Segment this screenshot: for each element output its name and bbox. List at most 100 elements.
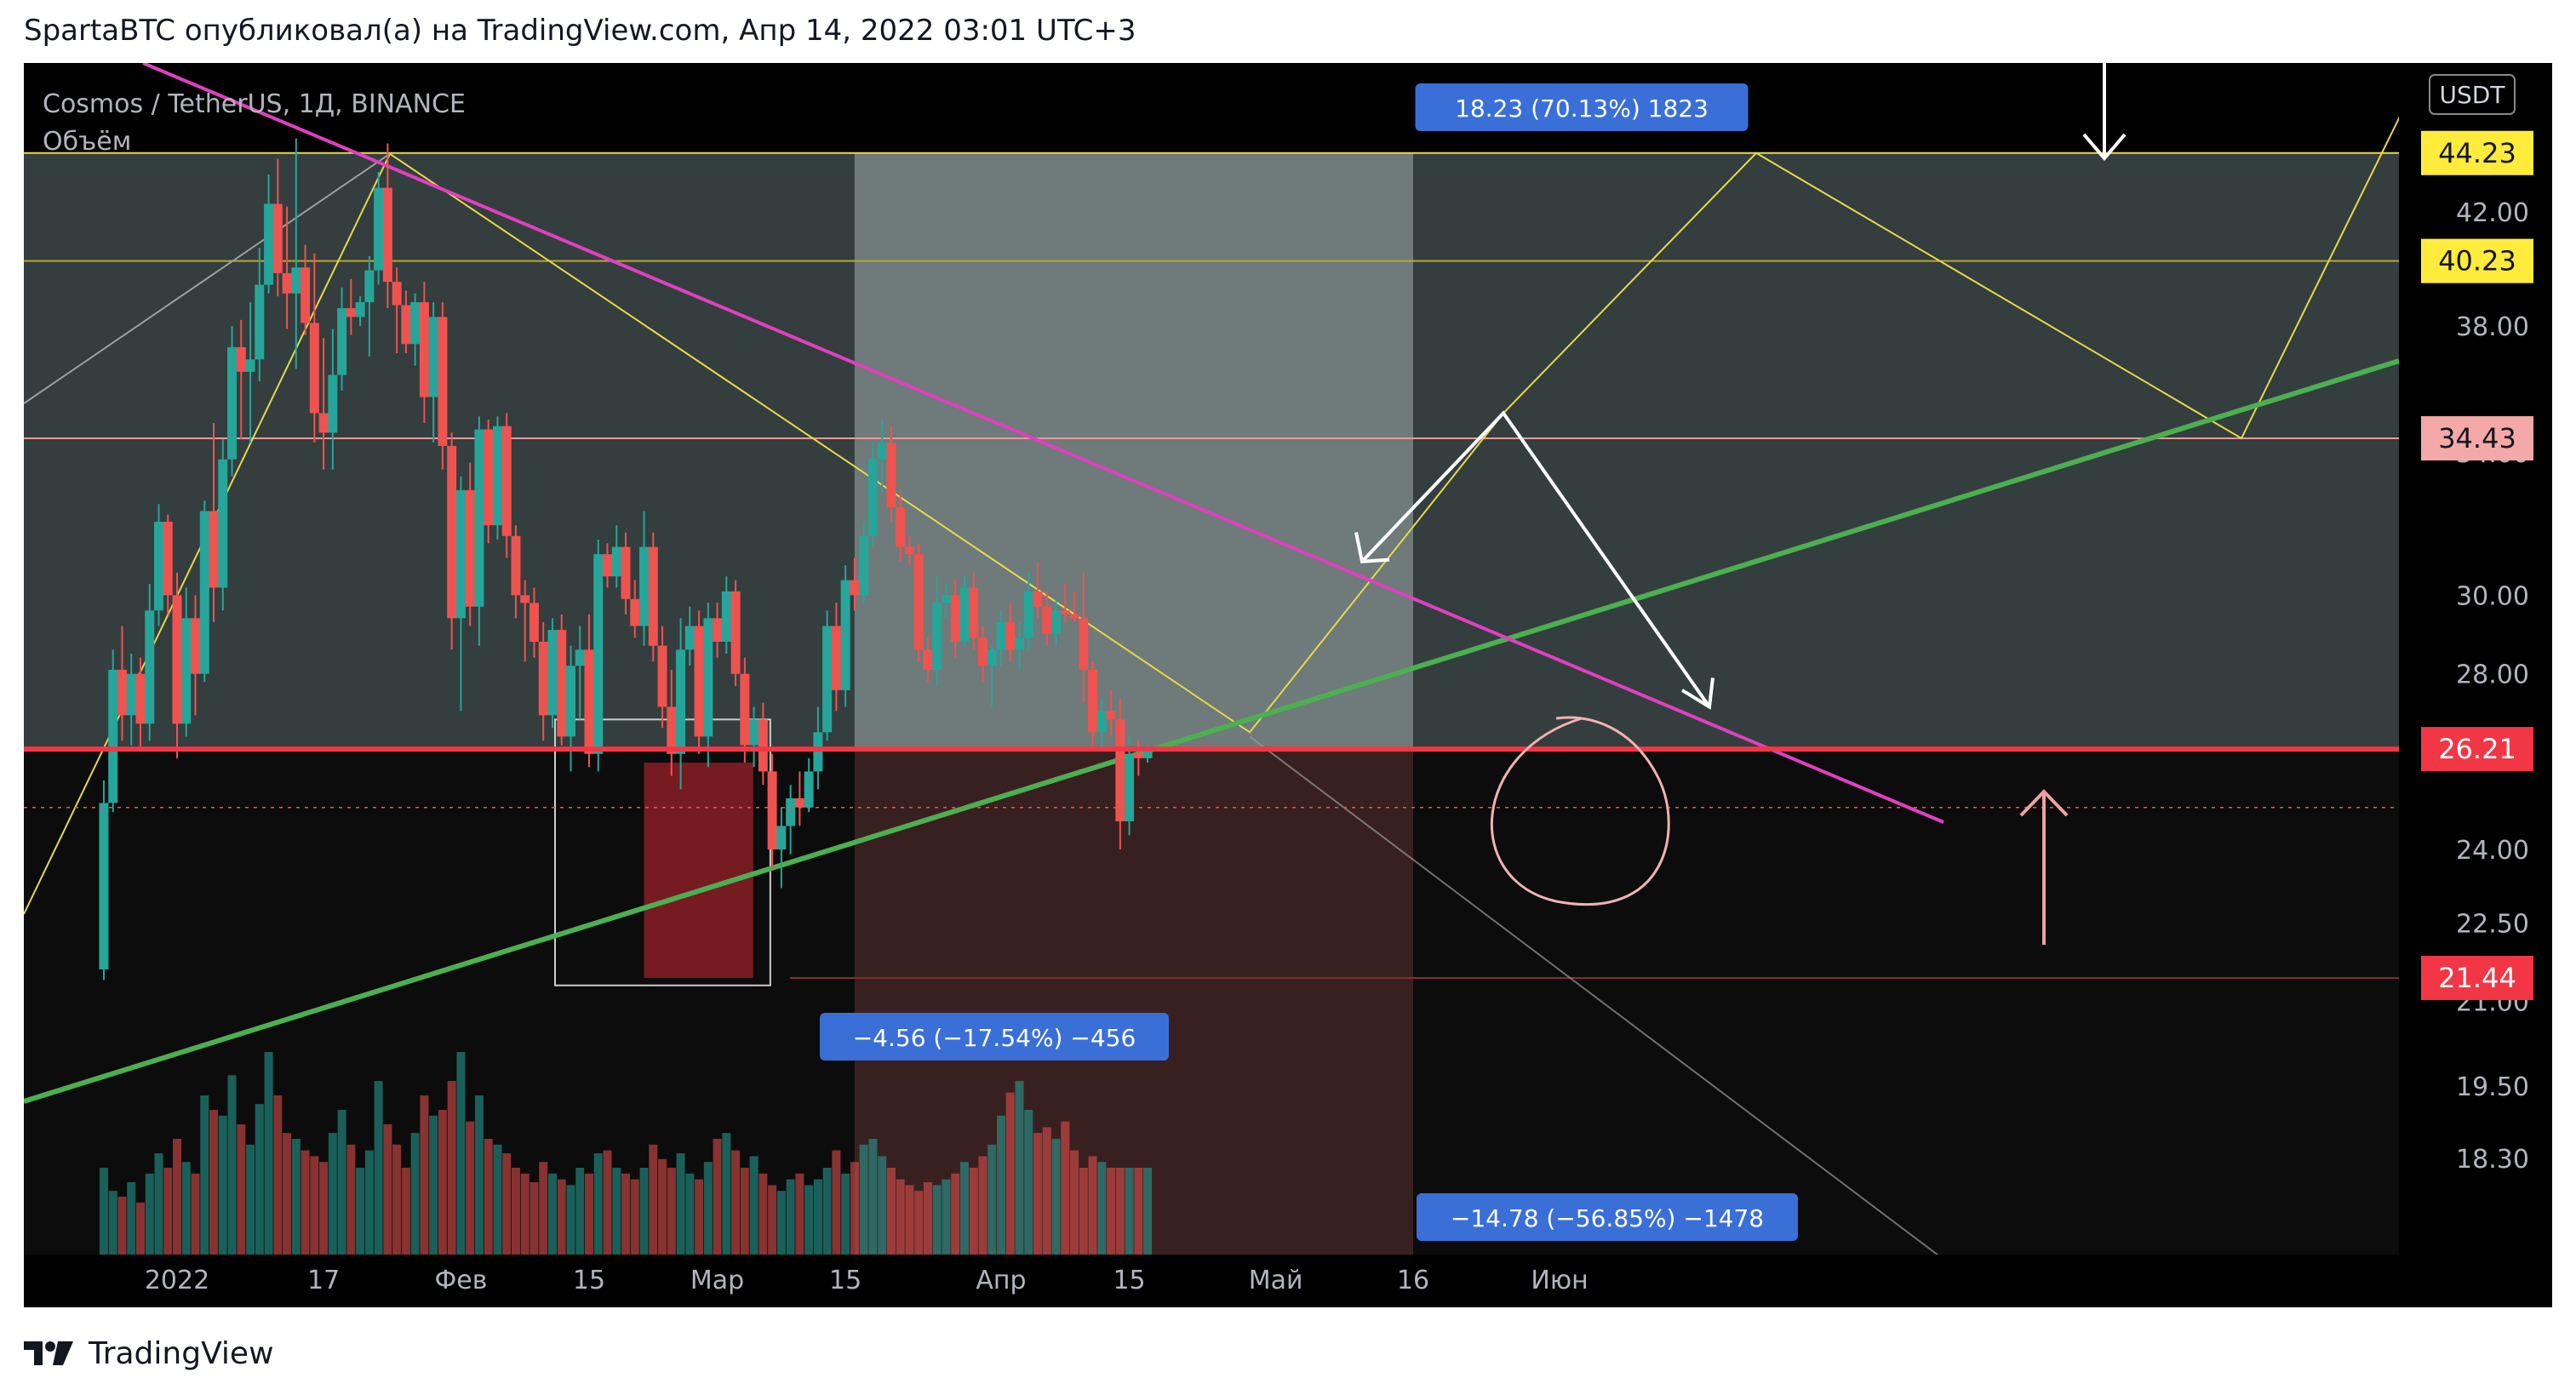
price-level-label-bg <box>2421 727 2533 772</box>
volume-bar <box>749 1156 758 1255</box>
volume-bar <box>218 1115 227 1255</box>
volume-bar <box>511 1168 520 1255</box>
volume-layer <box>99 1052 1153 1255</box>
candle-body <box>163 521 173 596</box>
volume-bar <box>630 1179 639 1255</box>
volume-bar <box>310 1156 319 1255</box>
volume-bar <box>108 1191 117 1255</box>
volume-bar <box>1042 1127 1051 1255</box>
volume-bar <box>1079 1168 1088 1255</box>
candle-body <box>1060 610 1070 615</box>
time-tick-label: 15 <box>829 1266 862 1295</box>
price-tick-label: 30.00 <box>2456 581 2529 611</box>
price-axis[interactable]: 18.3019.5021.0022.5024.0028.0030.0034.00… <box>2399 63 2552 1307</box>
volume-bar <box>676 1153 685 1255</box>
candle-body <box>913 554 924 650</box>
candle-body <box>886 443 896 508</box>
footer-brand[interactable]: TradingView <box>89 1335 274 1371</box>
candle-body <box>1088 669 1098 733</box>
price-chart[interactable]: 18.23 (70.13%) 1823 −4.56 (−17.54%) −456 −… <box>24 63 2552 1307</box>
volume-bar <box>346 1144 356 1255</box>
volume-bar <box>520 1173 530 1255</box>
candle-body <box>676 649 686 754</box>
candle-body <box>364 270 375 303</box>
candle-body <box>529 603 539 642</box>
time-tick-label: Май <box>1249 1266 1303 1295</box>
volume-bar <box>695 1179 704 1255</box>
volume-bar <box>713 1139 722 1255</box>
tradingview-logo-icon[interactable] <box>24 1340 77 1367</box>
volume-bar <box>1097 1162 1107 1255</box>
volume-bar <box>1125 1168 1134 1255</box>
candle-body <box>859 535 869 596</box>
candle-body <box>603 554 613 577</box>
volume-bar <box>392 1144 402 1255</box>
candle-body <box>227 346 238 460</box>
volume-bar <box>291 1139 301 1255</box>
candle-body <box>621 546 631 599</box>
volume-bar <box>1005 1092 1015 1255</box>
candle-body <box>1069 614 1079 619</box>
price-level-label: 26.21 <box>2438 733 2516 765</box>
range-label-text: −4.56 (−17.54%) −456 <box>853 1024 1136 1052</box>
candle-body <box>392 282 402 306</box>
volume-bar <box>703 1162 713 1255</box>
volume-bar <box>1088 1156 1097 1255</box>
author-name[interactable]: SpartaBTC <box>24 14 175 48</box>
volume-bar <box>795 1173 804 1255</box>
time-tick-label: Апр <box>976 1266 1026 1295</box>
price-level-label: 34.43 <box>2438 422 2516 455</box>
candle-body <box>108 669 118 803</box>
price-level-label-bg <box>2421 415 2533 460</box>
upper-target-zone <box>24 152 2399 750</box>
price-level-label: 44.23 <box>2438 137 2516 169</box>
volume-bar <box>273 1095 283 1255</box>
candle-body <box>264 203 274 285</box>
volume-bar <box>117 1197 127 1255</box>
candle-body <box>794 798 804 808</box>
candle-body <box>291 267 301 294</box>
candle-body <box>776 826 787 849</box>
candle-body <box>255 284 265 360</box>
volume-bar <box>283 1133 292 1255</box>
volume-bar <box>575 1168 585 1255</box>
overlay-layer: 18.23 (70.13%) 1823 −4.56 (−17.54%) −456 −… <box>24 63 2399 1241</box>
candle-body <box>923 649 933 670</box>
white-arrow-tail <box>1354 532 1390 563</box>
chart-area[interactable]: 18.23 (70.13%) 1823 −4.56 (−17.54%) −456 −… <box>24 63 2552 1307</box>
time-axis[interactable]: 2022 17 Фев 15 Мар 15 Апр 15 Май 16 Июн <box>24 1255 2552 1307</box>
volume-bar <box>822 1168 832 1255</box>
volume-bar <box>969 1168 978 1255</box>
volume-bar <box>337 1110 346 1255</box>
volume-bar <box>383 1124 392 1255</box>
footer: TradingView <box>24 1328 274 1379</box>
candle-body <box>484 429 494 526</box>
volume-bar <box>776 1191 786 1255</box>
volume-bar <box>200 1095 209 1255</box>
volume-bar <box>1015 1081 1024 1255</box>
time-tick-label: 15 <box>1113 1266 1145 1295</box>
volume-bar <box>932 1185 942 1255</box>
candle-body <box>181 618 192 724</box>
volume-bar <box>786 1179 795 1255</box>
volume-bar <box>1061 1121 1070 1255</box>
volume-bar <box>135 1202 145 1255</box>
symbol-title[interactable]: Cosmos / TetherUS, 1Д, BINANCE <box>43 89 466 119</box>
candle-body <box>209 511 219 588</box>
volume-bar <box>227 1075 237 1255</box>
candle-body <box>932 603 942 670</box>
volume-bar <box>603 1150 612 1255</box>
candle-body <box>694 626 704 737</box>
candle-body <box>236 346 246 372</box>
down-arrow-head <box>2082 133 2127 162</box>
time-tick-label: Июн <box>1531 1266 1588 1295</box>
candle-body <box>1005 621 1016 650</box>
candle-body <box>382 187 392 283</box>
volume-indicator-title[interactable]: Объём <box>43 127 131 157</box>
candle-body <box>117 669 127 716</box>
volume-bar <box>593 1153 603 1255</box>
volume-bar <box>859 1144 868 1255</box>
volume-bar <box>364 1150 374 1255</box>
volume-bar <box>987 1144 997 1255</box>
candle-body <box>749 719 759 746</box>
